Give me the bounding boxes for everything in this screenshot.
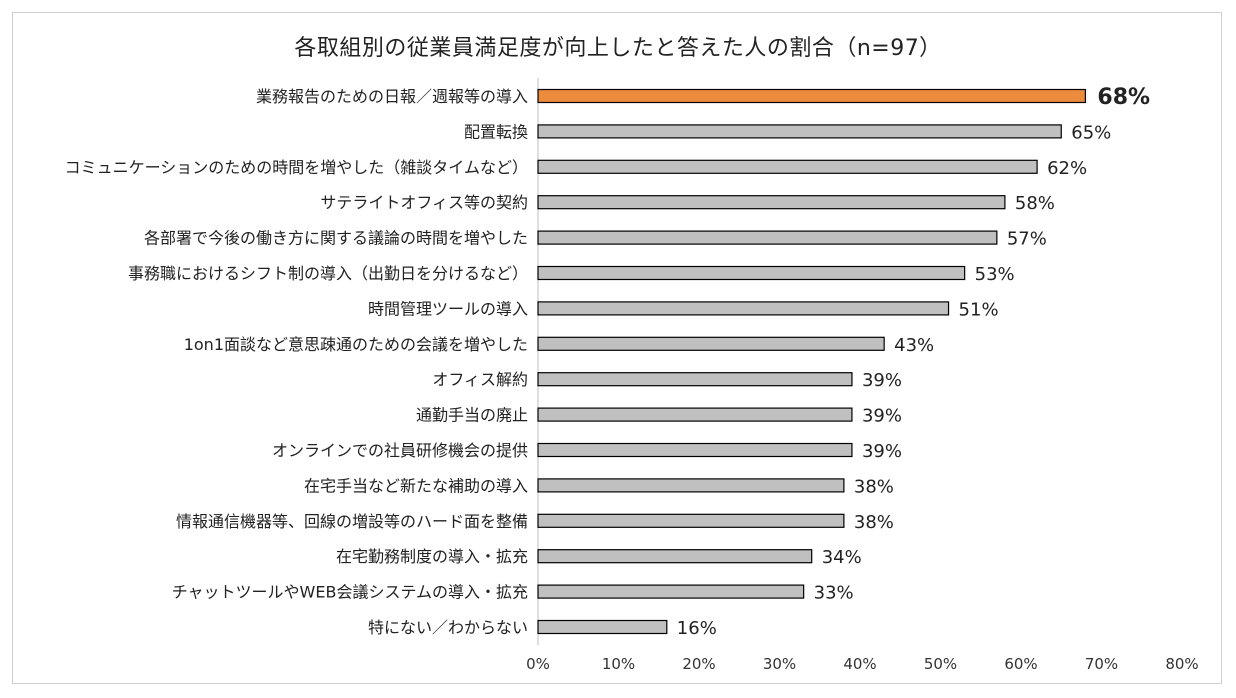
data-label: 16% (677, 618, 717, 639)
data-label: 53% (975, 264, 1015, 285)
category-label: 業務報告のための日報／週報等の導入 (256, 87, 528, 106)
bar[interactable] (537, 549, 813, 564)
category-label: チャットツールやWEB会議システムの導入・拡充 (172, 583, 528, 602)
chart-title: 各取組別の従業員満足度が向上したと答えた人の割合（n=97） (294, 36, 942, 61)
bar[interactable] (537, 159, 1038, 174)
x-tick-label: 10% (602, 655, 635, 673)
x-tick-label: 40% (843, 655, 876, 673)
bar[interactable] (537, 372, 853, 387)
bar[interactable] (537, 407, 853, 422)
x-tick-label: 30% (763, 655, 796, 673)
bar[interactable] (537, 195, 1006, 210)
bar[interactable] (537, 513, 845, 528)
bar[interactable] (537, 265, 966, 281)
bar[interactable] (537, 124, 1062, 139)
data-label: 38% (854, 512, 894, 533)
bar[interactable] (537, 584, 805, 599)
category-label: 1on1面談など意思疎通のための会議を増やした (184, 335, 528, 354)
category-label: 情報通信機器等、回線の増設等のハード面を整備 (176, 512, 528, 531)
category-label: コミュニケーションのための時間を増やした（雑談タイムなど） (65, 158, 528, 177)
data-label: 39% (862, 370, 902, 391)
data-label: 65% (1071, 122, 1111, 143)
category-label: 特にない／わからない (368, 618, 528, 637)
data-label: 43% (894, 335, 934, 356)
category-label: 在宅手当など新たな補助の導入 (304, 476, 528, 495)
data-label: 57% (1007, 229, 1047, 250)
bar[interactable] (537, 478, 845, 493)
data-label: 68% (1097, 85, 1150, 110)
bar[interactable] (537, 301, 950, 316)
category-label: オフィス解約 (432, 370, 528, 389)
data-label: 58% (1015, 193, 1055, 214)
x-tick-label: 80% (1165, 655, 1198, 673)
data-label: 51% (959, 299, 999, 320)
bar[interactable] (537, 88, 1087, 104)
x-tick-label: 50% (924, 655, 957, 673)
data-label: 34% (822, 547, 862, 568)
bar[interactable] (537, 619, 668, 635)
x-tick-label: 0% (526, 655, 550, 673)
data-label: 39% (862, 441, 902, 462)
x-tick-label: 70% (1085, 655, 1118, 673)
category-label: 配置転換 (464, 122, 528, 141)
category-label: 各部署で今後の働き方に関する議論の時間を増やした (144, 229, 528, 248)
data-label: 62% (1047, 158, 1087, 179)
data-label: 38% (854, 476, 894, 497)
category-label: 事務職におけるシフト制の導入（出勤日を分けるなど） (128, 264, 528, 283)
bar[interactable] (537, 442, 853, 458)
x-tick-label: 60% (1004, 655, 1037, 673)
category-label: 在宅勤務制度の導入・拡充 (336, 547, 528, 566)
bar[interactable] (537, 336, 885, 351)
category-label: サテライトオフィス等の契約 (320, 193, 528, 212)
x-tick-label: 20% (682, 655, 715, 673)
category-label: オンラインでの社員研修機会の提供 (272, 441, 528, 460)
category-label: 時間管理ツールの導入 (368, 299, 528, 318)
data-label: 33% (814, 583, 854, 604)
data-label: 39% (862, 406, 902, 427)
bar[interactable] (537, 230, 998, 245)
category-label: 通勤手当の廃止 (416, 406, 528, 425)
